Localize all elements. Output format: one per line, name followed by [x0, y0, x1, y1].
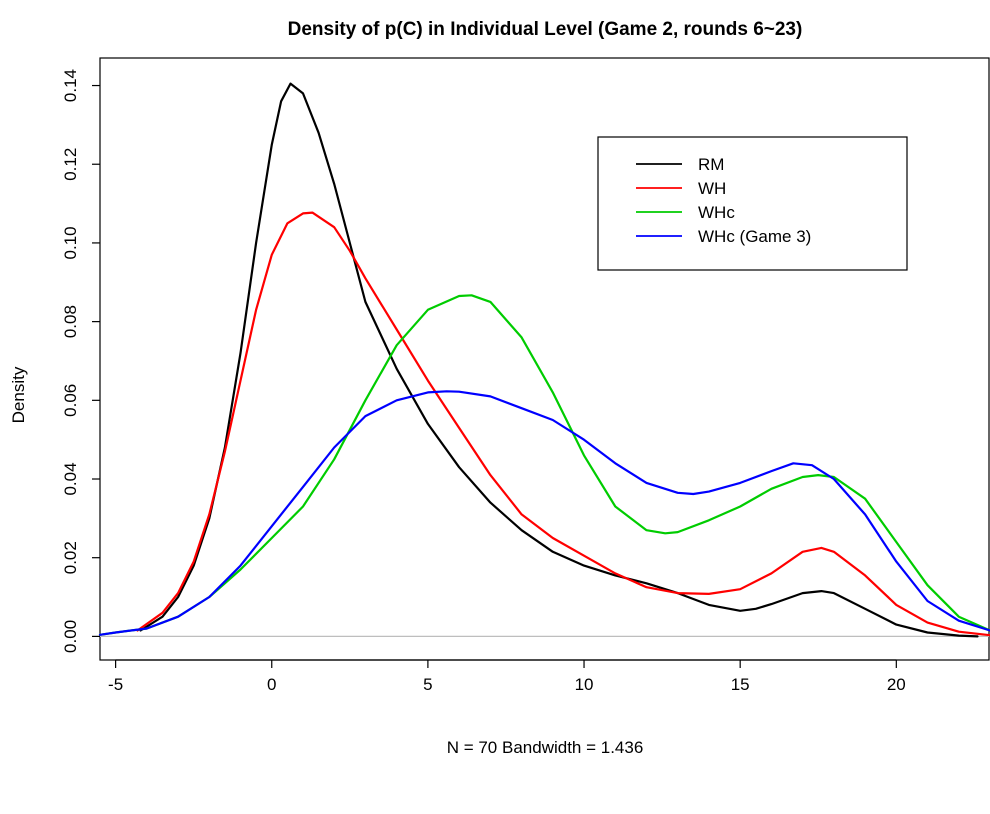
x-tick-label: 15: [731, 675, 750, 694]
y-tick-label: 0.14: [61, 69, 80, 102]
y-tick-label: 0.02: [61, 541, 80, 574]
legend-label-0: RM: [698, 155, 724, 174]
y-tick-label: 0.00: [61, 620, 80, 653]
series-line-3: [98, 390, 990, 636]
x-axis: -5 0 5 10 15 20: [108, 659, 906, 694]
series-line-1: [136, 211, 990, 637]
x-tick-label: 20: [887, 675, 906, 694]
x-tick-label: 10: [575, 675, 594, 694]
series-line-0: [139, 82, 979, 638]
y-tick-label: 0.10: [61, 226, 80, 259]
y-tick-label: 0.08: [61, 305, 80, 338]
y-tick-label: 0.12: [61, 148, 80, 181]
x-tick-label: 0: [267, 675, 276, 694]
legend-label-1: WH: [698, 179, 726, 198]
y-tick-label: 0.04: [61, 462, 80, 495]
legend: RM WH WHc WHc (Game 3): [597, 136, 908, 271]
legend-label-3: WHc (Game 3): [698, 227, 811, 246]
x-axis-label: N = 70 Bandwidth = 1.436: [447, 738, 644, 757]
chart-title: Density of p(C) in Individual Level (Gam…: [288, 19, 803, 40]
legend-label-2: WHc: [698, 203, 735, 222]
x-tick-label: -5: [108, 675, 123, 694]
y-tick-label: 0.06: [61, 384, 80, 417]
y-axis: 0.00 0.02 0.04 0.06 0.08 0.10 0.12 0.14: [61, 69, 100, 653]
series-line-2: [98, 294, 990, 636]
legend-box: [597, 136, 908, 271]
y-axis-label: Density: [9, 366, 28, 423]
x-tick-label: 5: [423, 675, 432, 694]
